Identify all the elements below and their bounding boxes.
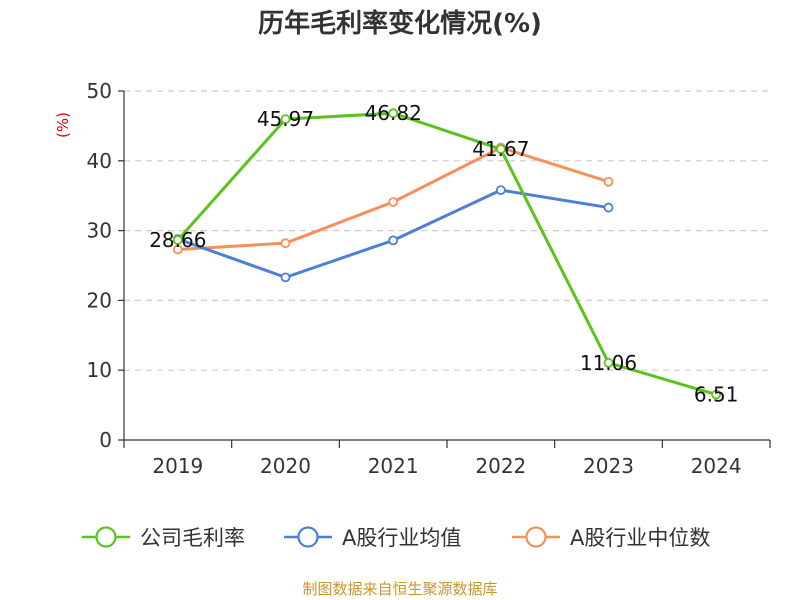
legend-item-1[interactable]: A股行业均值 [284, 526, 461, 550]
legend-marker [95, 526, 117, 548]
data-label: 45.97 [257, 107, 314, 131]
legend-label: A股行业均值 [342, 526, 461, 550]
x-tick-label: 2023 [583, 454, 634, 478]
series-line-0 [176, 111, 717, 396]
x-tick-label: 2024 [691, 454, 742, 478]
y-tick-label: 50 [87, 79, 112, 103]
y-tick-label: 0 [99, 428, 112, 452]
data-labels: 28.66 45.97 46.82 41.67 11.06 6.51 [149, 101, 738, 406]
legend[interactable]: 公司毛利率 A股行业均值 A股行业中位数 [82, 526, 710, 550]
data-point-1 [603, 202, 614, 213]
legend-marker [297, 526, 319, 548]
legend-item-0[interactable]: 公司毛利率 [82, 526, 245, 550]
data-point-1 [388, 235, 399, 246]
data-point-2 [388, 197, 399, 207]
data-label: 46.82 [365, 101, 422, 125]
data-point-0 [280, 114, 291, 125]
data-label: 11.06 [580, 351, 637, 375]
y-tick-label: 20 [87, 288, 112, 312]
source-note: 制图数据来自恒生聚源数据库 [302, 580, 497, 598]
series-lines [172, 108, 722, 400]
x-tick-label: 2021 [368, 454, 419, 478]
y-tick-label: 10 [87, 358, 112, 382]
y-tick-label: 30 [87, 219, 112, 243]
legend-label: 公司毛利率 [140, 526, 245, 550]
data-point-0 [495, 144, 506, 155]
y-axis-unit-label: (%) [54, 112, 72, 138]
data-label: 41.67 [472, 137, 529, 161]
legend-marker [525, 526, 547, 548]
data-point-2 [172, 244, 183, 255]
x-tick-label: 2022 [475, 454, 526, 478]
x-tick-label: 2019 [152, 454, 203, 478]
data-point-2 [280, 238, 291, 249]
data-point-0 [603, 357, 614, 368]
y-tick-label: 40 [87, 149, 112, 173]
chart-title: 历年毛利率变化情况(%) [258, 8, 542, 39]
grid-lines [124, 90, 770, 371]
data-point-1 [495, 185, 506, 196]
data-point-0 [711, 389, 722, 400]
data-point-0 [172, 235, 183, 245]
legend-label: A股行业中位数 [570, 526, 710, 550]
data-point-1 [280, 272, 291, 283]
legend-item-2[interactable]: A股行业中位数 [512, 526, 710, 550]
axes: 0 10 20 30 40 50 2019 2020 2021 2022 2023 2024 [87, 79, 771, 478]
data-label: 28.66 [149, 228, 206, 252]
data-point-2 [603, 176, 614, 187]
x-tick-label: 2020 [260, 454, 311, 478]
data-point-0 [388, 108, 399, 119]
data-label: 6.51 [694, 383, 739, 407]
